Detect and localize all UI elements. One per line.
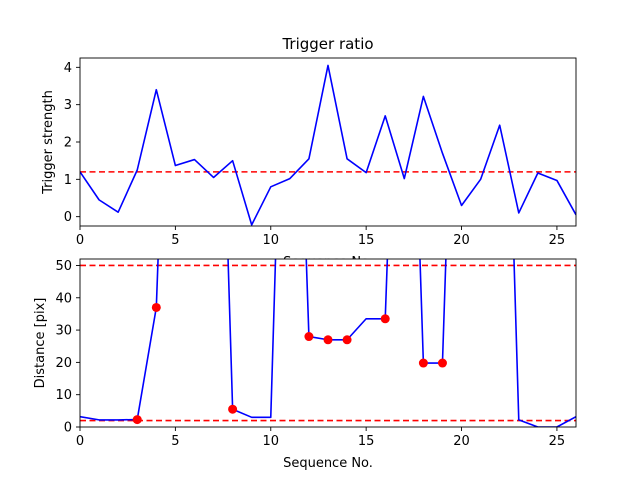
- y-tick-label: 20: [55, 356, 72, 371]
- axes-frame: [79, 258, 577, 428]
- y-tick-label: 4: [64, 61, 72, 76]
- plot-area: [80, 64, 576, 226]
- data-point-marker: [323, 335, 333, 345]
- chart-title: Trigger ratio: [281, 35, 373, 53]
- series-line: [80, 64, 576, 226]
- data-point-marker: [418, 358, 428, 368]
- y-tick-label: 2: [64, 136, 72, 151]
- y-tick-label: 50: [55, 259, 72, 274]
- x-tick-label: 15: [358, 434, 375, 449]
- y-tick-label: 0: [64, 421, 72, 436]
- x-tick-label: 10: [262, 434, 279, 449]
- data-point-marker: [132, 415, 142, 425]
- y-tick-label: 3: [64, 98, 72, 113]
- x-tick-label: 25: [549, 233, 566, 248]
- data-point-marker: [437, 358, 447, 368]
- y-tick-label: 40: [55, 291, 72, 306]
- y-tick-label: 30: [55, 324, 72, 339]
- x-tick-label: 0: [76, 233, 84, 248]
- x-tick-label: 20: [453, 233, 470, 248]
- y-axis-label: Trigger strength: [41, 90, 56, 195]
- y-tick-label: 1: [64, 173, 72, 188]
- distance-chart: 0 5 10 15 20 25 0 10 20 30 40 50 Sequence No. Distanc…: [33, 258, 577, 471]
- x-axis-label: Sequence No.: [283, 456, 373, 471]
- x-tick-label: 20: [453, 434, 470, 449]
- x-tick-label: 5: [171, 434, 179, 449]
- data-point-marker: [151, 302, 161, 312]
- x-tick-label: 5: [171, 233, 179, 248]
- plot-area: [80, 259, 576, 427]
- x-tick-label: 0: [76, 434, 84, 449]
- data-point-marker: [228, 404, 238, 414]
- y-axis-label: Distance [pix]: [33, 298, 48, 389]
- x-tick-label: 15: [358, 233, 375, 248]
- data-point-marker: [380, 314, 390, 324]
- data-point-marker: [342, 335, 352, 345]
- y-tick-label: 0: [64, 210, 72, 225]
- x-tick-label: 25: [549, 434, 566, 449]
- axes-frame: [79, 57, 577, 227]
- data-point-marker: [304, 332, 314, 342]
- x-tick-label: 10: [262, 233, 279, 248]
- trigger-ratio-chart: Trigger ratio051015202501234Sequence No.…: [41, 35, 577, 270]
- y-tick-label: 10: [55, 388, 72, 403]
